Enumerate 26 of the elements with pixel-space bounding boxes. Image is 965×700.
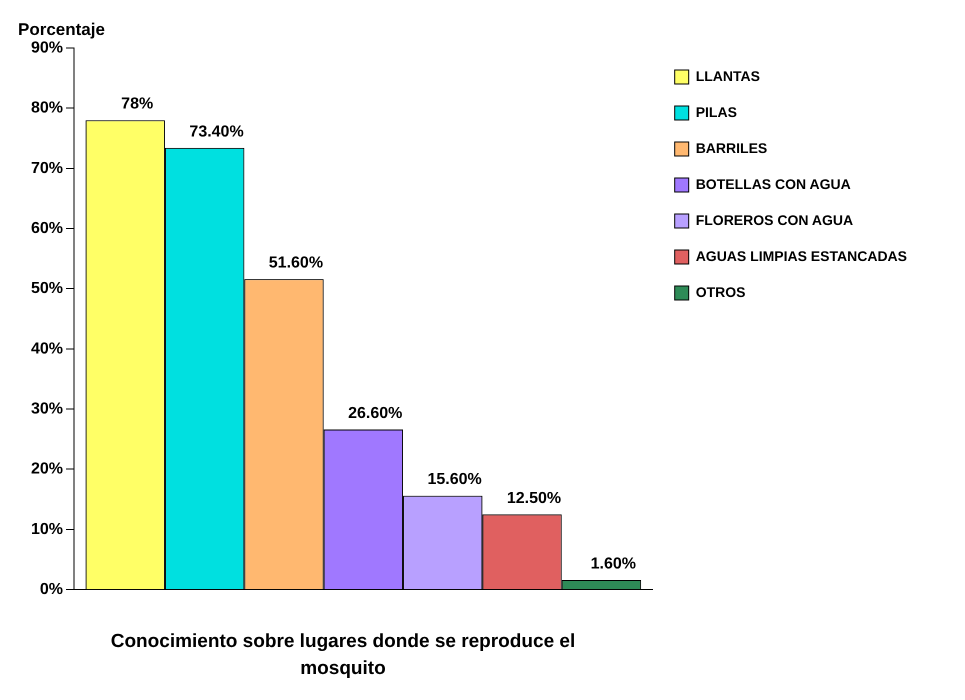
data-label: 78% (121, 96, 154, 113)
legend-label: AGUAS LIMPIAS ESTANCADAS (696, 248, 908, 264)
data-label: 73.40% (189, 123, 244, 140)
y-tick-label: 80% (30, 100, 64, 117)
data-label: 26.60% (348, 404, 402, 422)
y-tick-label: 0% (40, 581, 64, 598)
y-tick-label: 20% (30, 460, 64, 478)
x-axis-title: Conocimiento sobre lugares donde se reproduce el mosquito (110, 630, 576, 681)
legend-label: PILAS (696, 104, 737, 120)
data-label: 15.60% (427, 471, 482, 488)
legend-label: FLOREROS CON AGUA (696, 212, 854, 228)
y-tick-label: 90% (30, 39, 64, 56)
y-tick-label: 40% (30, 340, 64, 358)
y-tick-label: 30% (30, 400, 64, 418)
legend-label: OTROS (696, 284, 746, 300)
y-tick-label: 10% (30, 520, 64, 538)
legend-label: BOTELLAS CON AGUA (696, 176, 851, 192)
data-label: 1.60% (590, 555, 636, 572)
data-label: 12.50% (506, 490, 562, 507)
y-axis-title: Porcentaje (18, 20, 105, 40)
data-label: 51.60% (268, 254, 324, 272)
y-tick-label: 50% (30, 280, 64, 298)
y-tick-label: 70% (30, 160, 64, 177)
y-tick-label: 60% (30, 220, 64, 237)
legend-label: LLANTAS (696, 68, 760, 84)
legend-label: BARRILES (696, 140, 768, 156)
